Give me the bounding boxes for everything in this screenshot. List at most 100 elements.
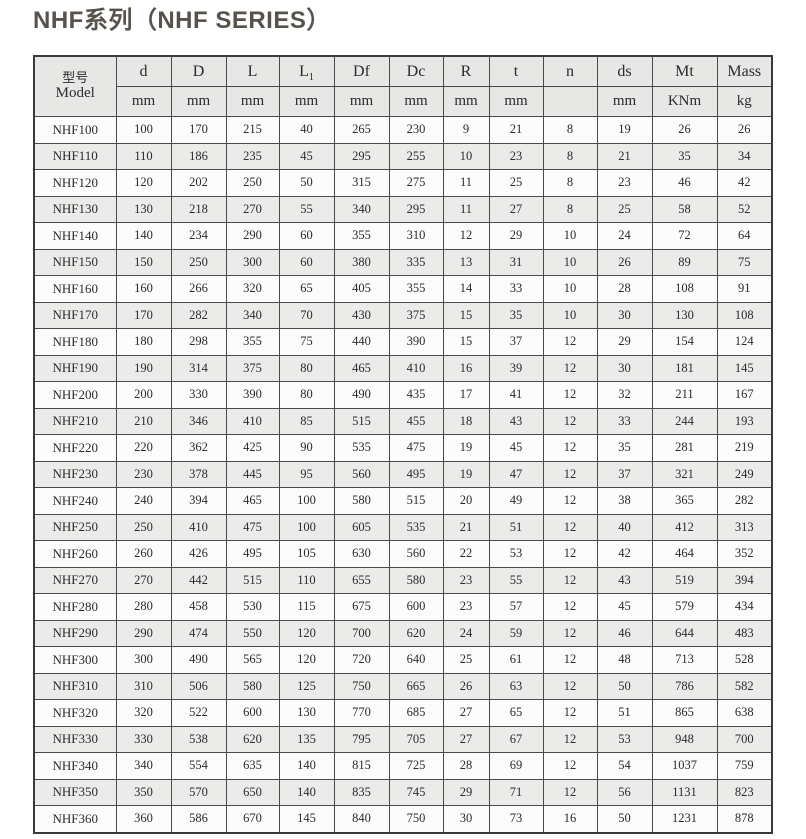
value-cell-ds: 21 bbox=[596, 142, 653, 170]
value-cell-t: 65 bbox=[488, 699, 544, 727]
value-cell-L: 340 bbox=[225, 301, 280, 329]
model-cell: NHF190 bbox=[33, 354, 117, 382]
value-cell-Df: 465 bbox=[333, 354, 390, 382]
value-cell-n: 12 bbox=[542, 752, 598, 780]
value-cell-Df: 815 bbox=[333, 752, 390, 780]
value-cell-L: 635 bbox=[225, 752, 280, 780]
value-cell-Dc: 640 bbox=[388, 646, 444, 674]
value-cell-ds: 28 bbox=[596, 275, 653, 303]
col-header-model: 型号 Model bbox=[33, 55, 117, 117]
model-cell: NHF280 bbox=[33, 593, 117, 621]
value-cell-t: 37 bbox=[488, 328, 544, 356]
value-cell-n: 10 bbox=[542, 275, 598, 303]
value-cell-Mt: 35 bbox=[651, 142, 718, 170]
table-row-nhf300: NHF300 300 490 565 120 720 640 25 61 12 48 713 528 bbox=[33, 646, 773, 674]
value-cell-Mt: 281 bbox=[651, 434, 718, 462]
value-cell-D: 346 bbox=[170, 407, 227, 435]
value-cell-L1: 130 bbox=[278, 699, 335, 727]
value-cell-L1: 75 bbox=[278, 328, 335, 356]
value-cell-Mt: 365 bbox=[651, 487, 718, 515]
value-cell-Df: 770 bbox=[333, 699, 390, 727]
col-header-L: L bbox=[225, 55, 280, 87]
value-cell-Mass: 91 bbox=[716, 275, 773, 303]
col-unit-Mt: KNm bbox=[651, 86, 718, 117]
value-cell-d: 300 bbox=[115, 646, 172, 674]
value-cell-L1: 120 bbox=[278, 619, 335, 647]
value-cell-d: 140 bbox=[115, 222, 172, 250]
value-cell-D: 506 bbox=[170, 672, 227, 700]
value-cell-d: 360 bbox=[115, 805, 172, 833]
value-cell-Dc: 515 bbox=[388, 487, 444, 515]
value-cell-D: 442 bbox=[170, 566, 227, 594]
value-cell-L: 670 bbox=[225, 805, 280, 833]
value-cell-D: 570 bbox=[170, 778, 227, 806]
col-unit-Df: mm bbox=[333, 86, 390, 117]
value-cell-ds: 43 bbox=[596, 566, 653, 594]
value-cell-R: 15 bbox=[442, 301, 490, 329]
col-header-R: R bbox=[442, 55, 490, 87]
value-cell-Df: 535 bbox=[333, 434, 390, 462]
table-row-nhf140: NHF140 140 234 290 60 355 310 12 29 10 24 72 64 bbox=[33, 222, 773, 250]
value-cell-L1: 55 bbox=[278, 195, 335, 223]
value-cell-t: 49 bbox=[488, 487, 544, 515]
table-row-nhf330: NHF330 330 538 620 135 795 705 27 67 12 53 948 700 bbox=[33, 725, 773, 753]
value-cell-L1: 80 bbox=[278, 354, 335, 382]
table-row-nhf180: NHF180 180 298 355 75 440 390 15 37 12 29 154 124 bbox=[33, 328, 773, 356]
col-header-L1: L1 bbox=[278, 55, 335, 87]
value-cell-R: 27 bbox=[442, 699, 490, 727]
value-cell-ds: 53 bbox=[596, 725, 653, 753]
table-row-nhf350: NHF350 350 570 650 140 835 745 29 71 12 56 1131 823 bbox=[33, 778, 773, 806]
model-cell: NHF310 bbox=[33, 672, 117, 700]
value-cell-D: 234 bbox=[170, 222, 227, 250]
value-cell-Mass: 582 bbox=[716, 672, 773, 700]
value-cell-t: 43 bbox=[488, 407, 544, 435]
value-cell-R: 16 bbox=[442, 354, 490, 382]
value-cell-Mass: 282 bbox=[716, 487, 773, 515]
value-cell-Mt: 713 bbox=[651, 646, 718, 674]
value-cell-Mt: 464 bbox=[651, 540, 718, 568]
value-cell-D: 266 bbox=[170, 275, 227, 303]
value-cell-L: 425 bbox=[225, 434, 280, 462]
value-cell-L1: 140 bbox=[278, 752, 335, 780]
value-cell-Mass: 42 bbox=[716, 169, 773, 197]
value-cell-D: 394 bbox=[170, 487, 227, 515]
value-cell-d: 100 bbox=[115, 116, 172, 144]
value-cell-n: 12 bbox=[542, 407, 598, 435]
value-cell-Df: 675 bbox=[333, 593, 390, 621]
value-cell-Mass: 638 bbox=[716, 699, 773, 727]
table-row-nhf160: NHF160 160 266 320 65 405 355 14 33 10 28 108 91 bbox=[33, 275, 773, 303]
value-cell-Dc: 580 bbox=[388, 566, 444, 594]
value-cell-ds: 40 bbox=[596, 513, 653, 541]
value-cell-R: 28 bbox=[442, 752, 490, 780]
value-cell-Mt: 72 bbox=[651, 222, 718, 250]
value-cell-L1: 80 bbox=[278, 381, 335, 409]
col-unit-D: mm bbox=[170, 86, 227, 117]
value-cell-d: 120 bbox=[115, 169, 172, 197]
value-cell-D: 458 bbox=[170, 593, 227, 621]
value-cell-ds: 30 bbox=[596, 301, 653, 329]
model-cell: NHF140 bbox=[33, 222, 117, 250]
value-cell-L1: 60 bbox=[278, 222, 335, 250]
value-cell-t: 53 bbox=[488, 540, 544, 568]
value-cell-n: 12 bbox=[542, 460, 598, 488]
value-cell-L: 600 bbox=[225, 699, 280, 727]
value-cell-n: 8 bbox=[542, 142, 598, 170]
col-header-Mass: Mass bbox=[716, 55, 773, 87]
table-row-nhf100: NHF100 100 170 215 40 265 230 9 21 8 19 26 26 bbox=[33, 116, 773, 144]
value-cell-n: 12 bbox=[542, 487, 598, 515]
value-cell-Df: 265 bbox=[333, 116, 390, 144]
value-cell-R: 30 bbox=[442, 805, 490, 833]
value-cell-D: 586 bbox=[170, 805, 227, 833]
value-cell-Mass: 52 bbox=[716, 195, 773, 223]
model-cell: NHF180 bbox=[33, 328, 117, 356]
model-cell: NHF360 bbox=[33, 805, 117, 833]
value-cell-d: 280 bbox=[115, 593, 172, 621]
value-cell-Mass: 352 bbox=[716, 540, 773, 568]
value-cell-Mass: 219 bbox=[716, 434, 773, 462]
value-cell-Mt: 412 bbox=[651, 513, 718, 541]
model-cell: NHF300 bbox=[33, 646, 117, 674]
value-cell-n: 10 bbox=[542, 248, 598, 276]
value-cell-R: 10 bbox=[442, 142, 490, 170]
value-cell-R: 20 bbox=[442, 487, 490, 515]
value-cell-d: 180 bbox=[115, 328, 172, 356]
